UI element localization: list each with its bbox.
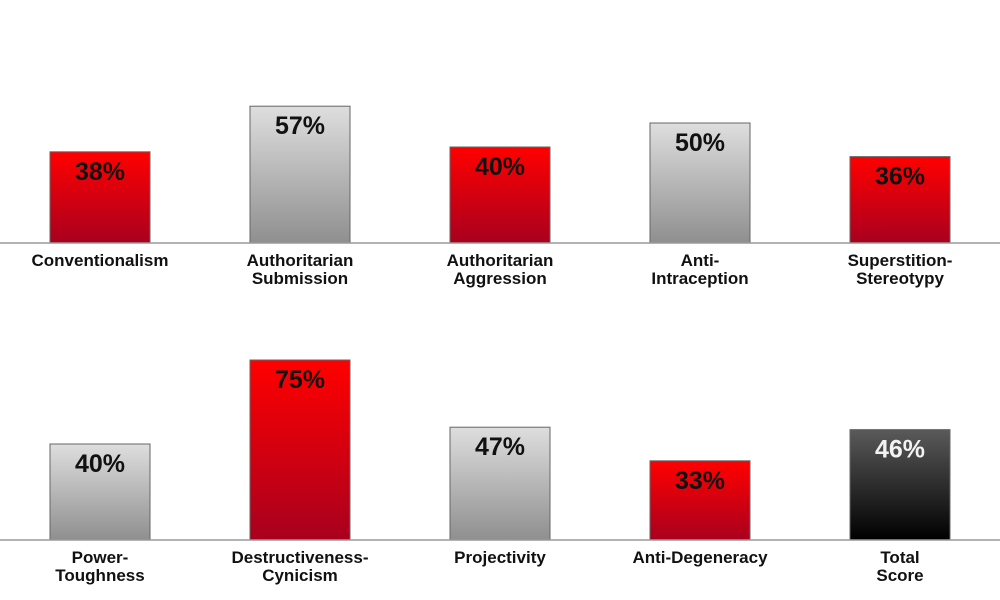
bar-value-label: 40% [475,153,525,181]
category-label-line: Cynicism [262,566,338,585]
category-label-line: Total [880,548,919,567]
category-label: Authoritarian Aggression [447,251,554,288]
category-label: Destructiveness-Cynicism [231,548,368,585]
bar-value-label: 33% [675,467,725,495]
bar-2 [449,146,551,244]
bar-5 [49,443,151,541]
category-label-line: Conventionalism [32,251,169,270]
bar-value-label: 50% [675,129,725,157]
bar-7 [449,426,551,541]
category-label: Projectivity [454,548,546,567]
category-label-line: Authoritarian [247,251,354,270]
chart-panel-bottom: 40% Power-Toughness 75% Destructiveness-Cyn… [0,359,1000,585]
category-label-line: Power- [72,548,129,567]
category-label: Anti-Degeneracy [632,548,768,567]
category-label-line: Toughness [55,566,144,585]
bar-value-label: 36% [875,163,925,191]
category-label-line: Projectivity [454,548,546,567]
category-label: Power-Toughness [55,548,144,585]
category-label: Authoritarian Submission [247,251,354,288]
category-label-line: Superstition- [848,251,953,270]
category-label-line: Score [876,566,923,585]
bar-value-label: 57% [275,112,325,140]
category-label-line: Stereotypy [856,269,944,288]
bar-value-label: 38% [75,158,125,186]
bar-value-label: 46% [875,436,925,464]
category-label: Anti-Intraception [651,251,748,288]
category-label: Superstition-Stereotypy [848,251,953,288]
bar-4 [849,156,951,244]
category-label-line: Anti- [681,251,720,270]
bar-value-label: 47% [475,433,525,461]
bar-3 [649,122,751,244]
category-label-line: Destructiveness- [231,548,368,567]
bar-0 [49,151,151,244]
category-label-line: Submission [252,269,348,288]
category-label-line: Aggression [453,269,547,288]
bar-value-label: 40% [75,450,125,478]
bar-6 [249,359,351,541]
bar-1 [249,105,351,244]
bar-value-label: 75% [275,366,325,394]
category-label-line: Authoritarian [447,251,554,270]
category-label: Total Score [876,548,923,585]
bar-9 [849,429,951,541]
category-label-line: Intraception [651,269,748,288]
category-label-line: Anti-Degeneracy [632,548,768,567]
bar-8 [649,460,751,541]
category-label: Conventionalism [32,251,169,270]
